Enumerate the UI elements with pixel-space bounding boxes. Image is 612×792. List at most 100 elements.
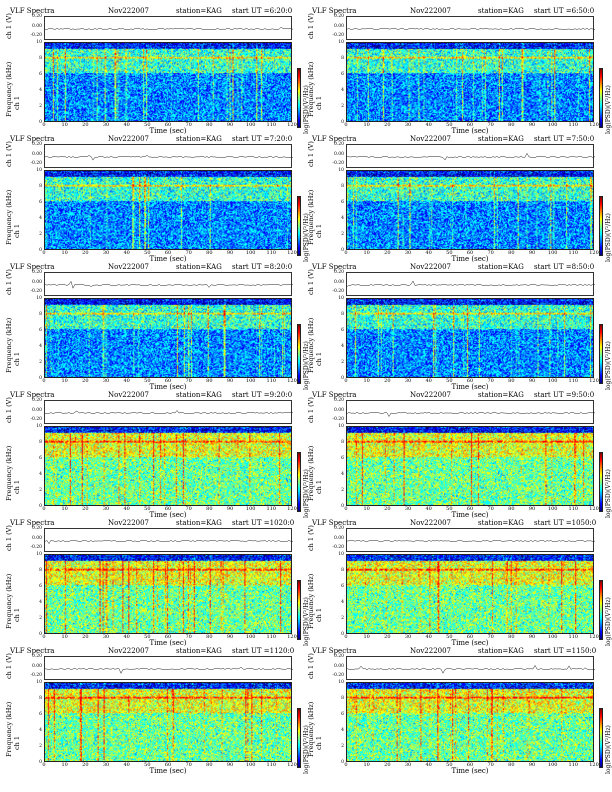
x-tick-label: 120 xyxy=(589,762,599,768)
x-tick-label: 50 xyxy=(446,634,453,640)
frequency-tick-label: 6 xyxy=(341,711,344,717)
frequency-tick-label: 0 xyxy=(39,631,42,637)
panel-header: VLF Spectra Nov222007 station=KAG start UT … xyxy=(312,519,604,528)
frequency-tick-label: 4 xyxy=(39,343,42,349)
panel-title: VLF Spectra xyxy=(312,647,357,655)
panel-station: station=KAG xyxy=(478,7,524,15)
colorbar xyxy=(599,708,603,768)
colorbar xyxy=(599,324,603,384)
frequency-tick-label: 4 xyxy=(341,343,344,349)
x-axis-label: Time (sec) xyxy=(149,127,187,135)
timeseries-trace xyxy=(347,152,595,161)
spectrogram-heatmap xyxy=(44,426,292,506)
x-tick-label: 120 xyxy=(287,762,297,768)
x-tick-label: 90 xyxy=(528,250,536,256)
timeseries-ylabel: ch 1 (V) xyxy=(307,525,315,551)
x-tick-row: 0 10 20 30 40 50 60 70 80 90 100 110 120 xyxy=(42,506,296,513)
colorbar-label: log(PSD)(V²/Hz) xyxy=(605,85,612,134)
timeseries-plot xyxy=(44,144,293,168)
x-tick-label: 80 xyxy=(508,762,515,768)
x-axis-label: Time (sec) xyxy=(451,767,489,775)
frequency-tick-label: 0 xyxy=(341,759,344,765)
panel-header: VLF Spectra Nov222007 station=KAG start UT … xyxy=(10,135,302,144)
x-tick-label: 60 xyxy=(466,634,474,640)
x-tick-label: 70 xyxy=(185,506,192,512)
colorbar-label: log(PSD)(V²/Hz) xyxy=(605,597,612,646)
x-tick-label: 80 xyxy=(508,122,515,128)
x-tick-label: 10 xyxy=(363,762,370,768)
x-tick-label: 30 xyxy=(102,122,110,128)
panel-header: VLF Spectra Nov222007 station=KAG start UT … xyxy=(312,647,604,656)
frequency-tick-label: 2 xyxy=(341,487,344,493)
timeseries-ylabel: ch 1 (V) xyxy=(307,269,315,295)
panel-station: station=KAG xyxy=(176,263,222,271)
x-tick-label: 120 xyxy=(287,122,297,128)
x-tick-label: 50 xyxy=(446,378,453,384)
x-tick-label: 90 xyxy=(528,122,536,128)
x-tick-label: 10 xyxy=(363,506,370,512)
colorbar xyxy=(297,68,301,128)
timeseries-ylabel: ch 1 (V) xyxy=(307,653,315,679)
colorbar-label: log(PSD)(V²/Hz) xyxy=(605,341,612,390)
frequency-tick-label: 2 xyxy=(39,359,42,365)
panel-title: VLF Spectra xyxy=(10,647,55,655)
x-tick-label: 100 xyxy=(245,122,256,128)
x-axis-label: Time (sec) xyxy=(149,255,187,263)
x-tick-label: 40 xyxy=(123,634,130,640)
timeseries-svg xyxy=(347,152,595,161)
timeseries-ylabel: ch 1 (V) xyxy=(5,141,13,167)
x-tick-label: 100 xyxy=(245,762,256,768)
x-tick-label: 50 xyxy=(144,250,151,256)
timeseries-tick-label: 0.20 xyxy=(333,654,344,659)
frequency-tick-label: 8 xyxy=(341,695,344,701)
frequency-ylabel: Frequency (kHz) xyxy=(5,189,13,245)
x-axis-label: Time (sec) xyxy=(451,511,489,519)
frequency-ylabel-prefix: ch 1 xyxy=(13,607,21,622)
frequency-tick-label: 10 xyxy=(36,679,42,685)
frequency-ylabel: Frequency (kHz) xyxy=(307,445,315,501)
x-tick-label: 20 xyxy=(82,634,89,640)
frequency-ylabel: Frequency (kHz) xyxy=(307,189,315,245)
frequency-tick-label: 10 xyxy=(338,551,344,557)
panel-station: station=KAG xyxy=(478,135,524,143)
x-tick-label: 50 xyxy=(144,122,151,128)
x-tick-label: 90 xyxy=(528,634,536,640)
x-tick-label: 30 xyxy=(404,634,412,640)
x-tick-label: 110 xyxy=(266,634,277,640)
x-axis-label: Time (sec) xyxy=(451,383,489,391)
x-tick-label: 0 xyxy=(344,506,348,512)
x-tick-label: 0 xyxy=(42,634,46,640)
spectrogram-panel: VLF Spectra Nov222007 station=KAG start UT … xyxy=(5,262,310,391)
x-tick-label: 40 xyxy=(425,378,432,384)
x-tick-label: 10 xyxy=(61,250,68,256)
panel-header: VLF Spectra Nov222007 station=KAG start UT … xyxy=(10,519,302,528)
x-tick-label: 60 xyxy=(164,506,172,512)
frequency-tick-label: 4 xyxy=(39,727,42,733)
panel-date: Nov222007 xyxy=(108,135,150,143)
x-tick-label: 10 xyxy=(363,378,370,384)
timeseries-trace xyxy=(347,664,595,674)
spectrogram-canvas xyxy=(45,683,291,761)
frequency-tick-label: 0 xyxy=(341,247,344,253)
timeseries-tick-label: 0.00 xyxy=(31,23,42,29)
frequency-tick-label: 8 xyxy=(39,439,42,445)
x-tick-label: 120 xyxy=(589,250,599,256)
x-tick-label: 20 xyxy=(384,506,391,512)
x-tick-label: 20 xyxy=(384,250,391,256)
frequency-tick-label: 0 xyxy=(341,631,344,637)
x-tick-label: 10 xyxy=(61,762,68,768)
frequency-tick-label: 10 xyxy=(36,551,42,557)
x-tick-label: 110 xyxy=(568,762,579,768)
x-tick-label: 60 xyxy=(466,122,474,128)
x-tick-label: 0 xyxy=(42,378,46,384)
timeseries-svg xyxy=(45,26,293,31)
x-tick-label: 20 xyxy=(384,378,391,384)
frequency-tick-label: 0 xyxy=(341,119,344,125)
frequency-tick-label: 4 xyxy=(39,471,42,477)
panel-start-time: start UT =8:20:0 xyxy=(232,263,293,271)
frequency-tick-label: 0 xyxy=(341,375,344,381)
frequency-tick-label: 2 xyxy=(341,615,344,621)
spectrogram-canvas xyxy=(45,171,291,249)
x-tick-label: 120 xyxy=(287,250,297,256)
frequency-tick-label: 8 xyxy=(341,439,344,445)
